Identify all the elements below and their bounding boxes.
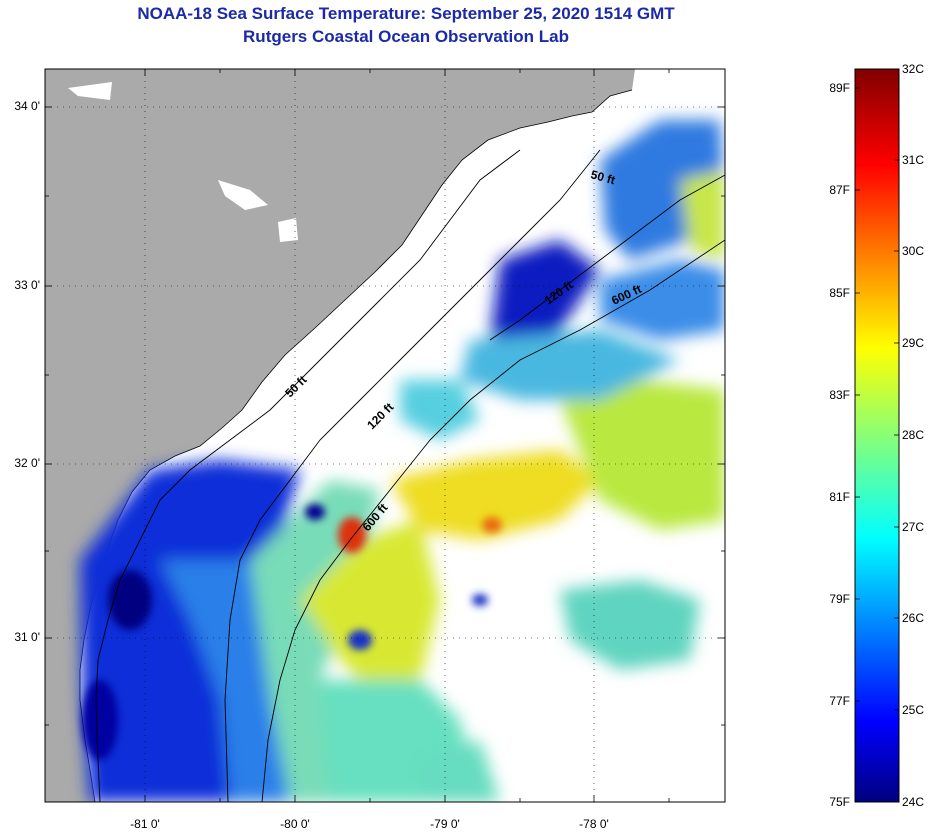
colorbar-ticks (855, 87, 899, 711)
colorbar-label-c: 31C (902, 153, 925, 167)
lat-label: 32 0' (14, 456, 40, 470)
colorbar-label-c: 26C (902, 611, 925, 625)
lon-label: -81 0' (130, 817, 160, 831)
colorbar-label-c: 32C (902, 62, 925, 76)
map-frame (44, 68, 726, 803)
colorbar-label-f: 77F (829, 694, 850, 708)
isobath-lines (95, 149, 725, 802)
colorbar-label-c: 30C (902, 244, 925, 258)
lon-label: -78 0' (579, 817, 609, 831)
land-mass (45, 69, 635, 802)
colorbar-label-c: 27C (902, 520, 925, 534)
colorbar-label-c: 29C (902, 336, 925, 350)
graticule (45, 69, 725, 802)
colorbar-label-c: 24C (902, 795, 925, 809)
lon-label: -79 0' (430, 817, 460, 831)
lat-label: 31 0' (14, 630, 40, 644)
colorbar (854, 68, 900, 803)
colorbar-label-c: 28C (902, 428, 925, 442)
lat-label: 33 0' (14, 278, 40, 292)
lon-label: -80 0' (280, 817, 310, 831)
colorbar-label-f: 87F (829, 183, 850, 197)
colorbar-label-f: 81F (829, 490, 850, 504)
axis-ticks (45, 69, 725, 802)
lat-label: 34 0' (14, 99, 40, 113)
colorbar-label-f: 75F (829, 795, 850, 809)
map-subtitle: Rutgers Coastal Ocean Observation Lab (243, 27, 569, 46)
map-title: NOAA-18 Sea Surface Temperature: Septemb… (137, 4, 675, 23)
sst-field (80, 120, 725, 802)
colorbar-label-c: 25C (902, 703, 925, 717)
colorbar-label-f: 85F (829, 286, 850, 300)
colorbar-label-f: 79F (829, 592, 850, 606)
colorbar-label-f: 89F (829, 81, 850, 95)
colorbar-label-f: 83F (829, 388, 850, 402)
isobath-label: 50 ft (589, 167, 616, 187)
